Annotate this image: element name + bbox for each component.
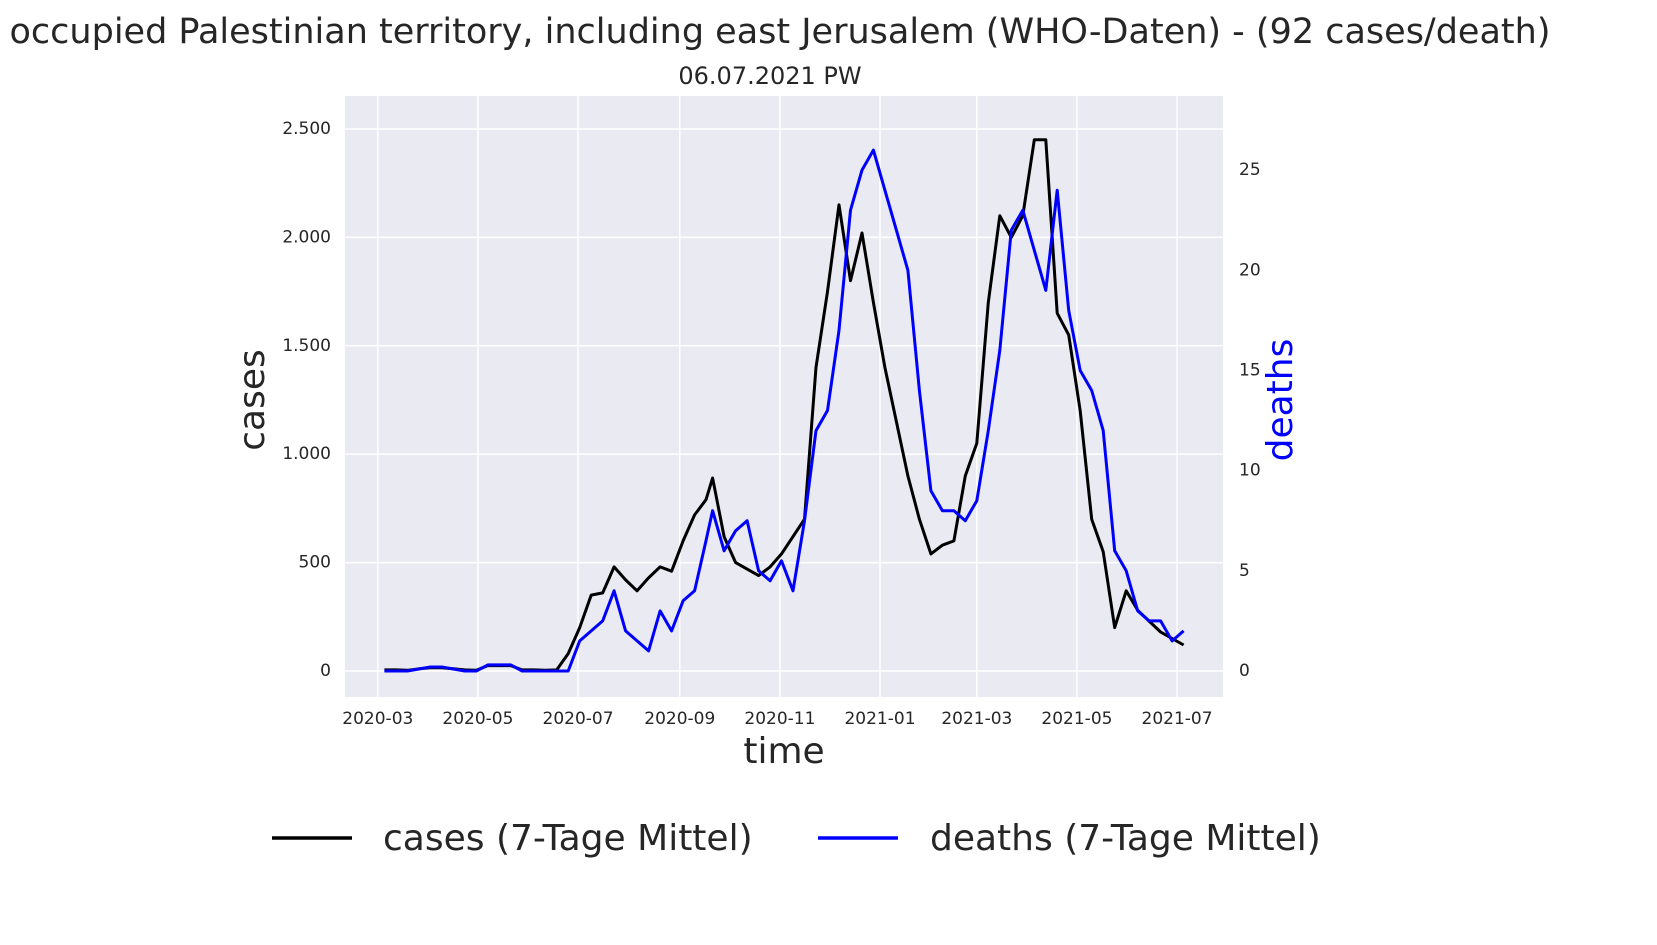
y-tick-label: 2.500 [282,119,331,139]
y-tick-label: 1.000 [282,444,331,464]
x-axis-label: time [743,731,824,772]
legend-label: cases (7-Tage Mittel) [383,818,753,859]
y-tick-label: 500 [299,553,331,573]
y2-tick-label: 25 [1239,160,1261,180]
y-tick-label: 0 [320,661,331,681]
plot-area [345,96,1223,697]
x-tick-label: 2020-05 [442,709,513,729]
x-tick-label: 2020-11 [744,709,815,729]
x-tick-label: 2021-07 [1142,709,1213,729]
chart-subtitle: 06.07.2021 PW [678,62,861,90]
chart-title: occupied Palestinian territory, includin… [10,12,1551,52]
y-tick-label: 1.500 [282,336,331,356]
x-tick-label: 2020-07 [543,709,614,729]
y2-tick-label: 20 [1239,260,1261,280]
y2-axis-label: deaths [1260,339,1301,462]
series-line [384,148,1185,673]
y2-tick-label: 5 [1239,561,1250,581]
legend-label: deaths (7-Tage Mittel) [930,818,1321,859]
x-tick-label: 2021-01 [844,709,915,729]
y-tick-label: 2.000 [282,227,331,247]
y2-tick-label: 10 [1239,461,1261,481]
x-tick-label: 2020-09 [644,709,715,729]
x-tick-label: 2021-05 [1041,709,1112,729]
y-axis-label: cases [232,349,273,451]
y2-tick-label: 0 [1239,661,1250,681]
y2-tick-label: 15 [1239,360,1261,380]
x-tick-label: 2020-03 [342,709,413,729]
x-tick-label: 2021-03 [941,709,1012,729]
